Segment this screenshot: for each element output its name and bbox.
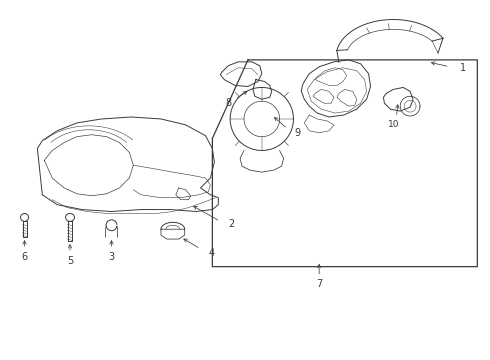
Text: 10: 10 — [388, 120, 399, 129]
Text: 3: 3 — [108, 252, 115, 262]
Text: 2: 2 — [228, 219, 234, 229]
Text: 9: 9 — [294, 128, 300, 138]
Text: 4: 4 — [208, 248, 215, 258]
Text: 7: 7 — [316, 279, 322, 289]
Text: 5: 5 — [67, 256, 73, 266]
Text: 1: 1 — [460, 63, 465, 73]
Text: 6: 6 — [22, 252, 27, 262]
Text: 8: 8 — [225, 98, 231, 108]
